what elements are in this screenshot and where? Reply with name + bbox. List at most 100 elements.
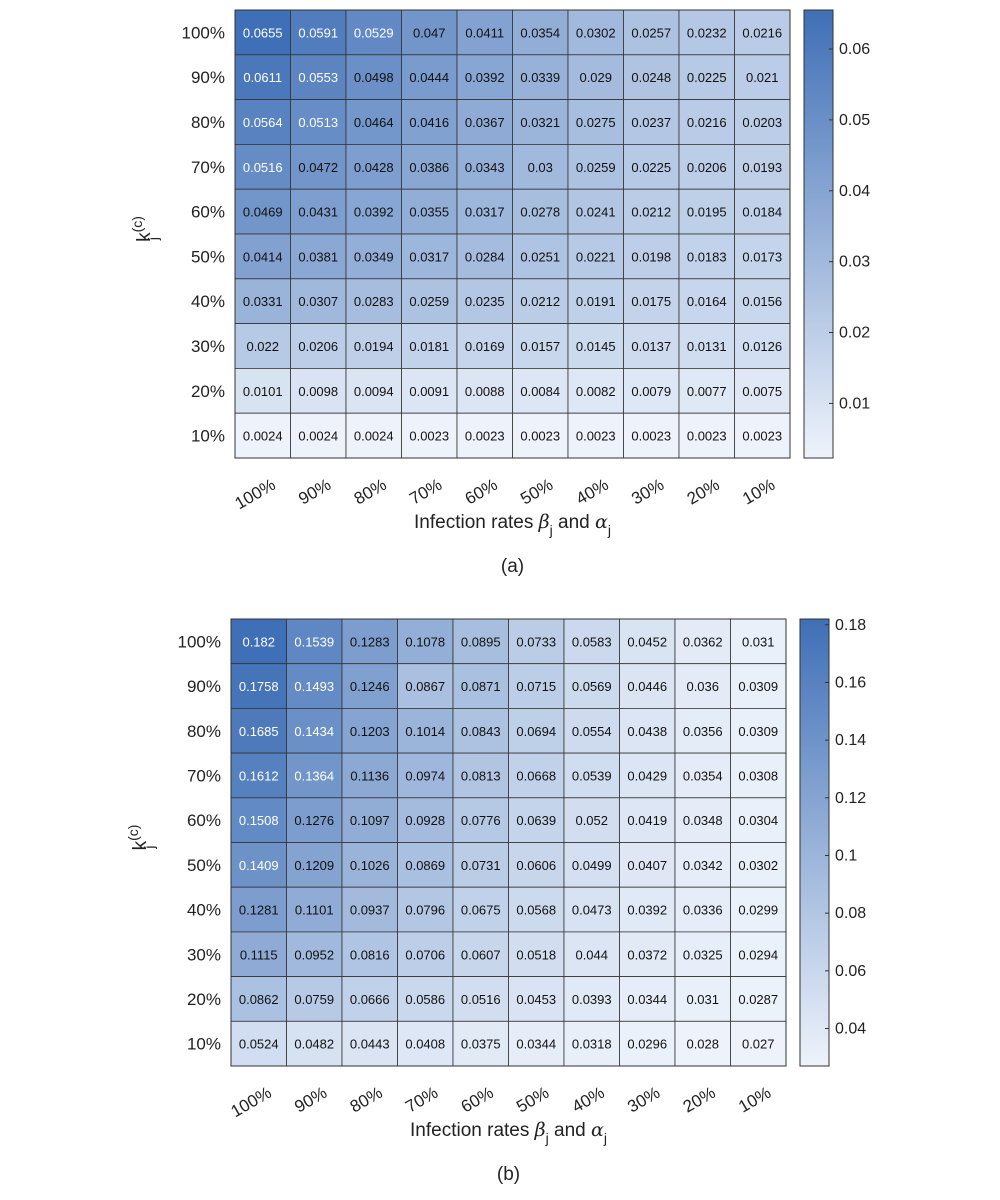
cell-value-label: 0.0553 bbox=[298, 70, 338, 85]
colorbar-tick-label: 0.1 bbox=[835, 847, 857, 864]
cell-value-label: 0.1097 bbox=[350, 813, 390, 828]
heatmap-cell bbox=[623, 9, 680, 56]
heatmap-cell bbox=[401, 278, 458, 324]
heatmap-cell bbox=[619, 797, 676, 843]
cell-value-label: 0.0284 bbox=[465, 249, 505, 264]
panel-label: (b) bbox=[497, 1164, 520, 1185]
x-tick-label: 70% bbox=[406, 475, 445, 508]
heatmap-cell bbox=[397, 708, 454, 754]
cell-value-label: 0.0694 bbox=[516, 724, 556, 739]
cell-value-label: 0.0339 bbox=[520, 70, 560, 85]
heatmap-cell bbox=[674, 976, 731, 1022]
cell-value-label: 0.0392 bbox=[354, 205, 394, 220]
cell-value-label: 0.0776 bbox=[461, 813, 501, 828]
x-tick-label: 60% bbox=[458, 1083, 497, 1116]
heatmap-cell bbox=[563, 976, 620, 1022]
y-tick-label: 70% bbox=[191, 158, 225, 177]
cell-value-label: 0.0194 bbox=[354, 339, 394, 354]
heatmap-cell bbox=[234, 9, 291, 56]
heatmap-cell bbox=[508, 618, 565, 665]
cell-value-label: 0.0251 bbox=[520, 249, 560, 264]
cell-value-label: 0.0431 bbox=[298, 205, 338, 220]
cell-value-label: 0.0796 bbox=[405, 903, 445, 918]
cell-value-label: 0.1136 bbox=[350, 768, 389, 783]
colorbar-tick-label: 0.02 bbox=[839, 325, 870, 342]
cell-value-label: 0.1612 bbox=[239, 768, 279, 783]
cell-value-label: 0.0294 bbox=[738, 947, 778, 962]
heatmap-cell bbox=[678, 143, 735, 190]
cell-value-label: 0.052 bbox=[575, 813, 608, 828]
cell-value-label: 0.0606 bbox=[516, 858, 556, 873]
x-tick-label: 20% bbox=[680, 1083, 719, 1116]
cell-value-label: 0.0203 bbox=[742, 115, 782, 130]
cell-value-label: 0.0731 bbox=[461, 858, 501, 873]
heatmap-cell bbox=[341, 663, 398, 709]
cell-value-label: 0.0675 bbox=[461, 903, 501, 918]
y-tick-label: 40% bbox=[187, 901, 221, 920]
colorbar-tick-label: 0.06 bbox=[835, 963, 866, 980]
cell-value-label: 0.182 bbox=[242, 634, 275, 649]
cell-value-label: 0.1281 bbox=[239, 903, 279, 918]
cell-value-label: 0.0336 bbox=[683, 903, 723, 918]
heatmap-cell bbox=[674, 663, 731, 709]
cell-value-label: 0.0259 bbox=[576, 160, 616, 175]
heatmap-cell bbox=[401, 233, 458, 280]
y-tick-label: 90% bbox=[191, 68, 225, 87]
cell-value-label: 0.0392 bbox=[627, 903, 667, 918]
heatmap-cell bbox=[674, 797, 731, 843]
heatmap-cell bbox=[286, 931, 343, 978]
cell-value-label: 0.0079 bbox=[631, 384, 671, 399]
heatmap-cell bbox=[452, 797, 509, 843]
x-tick-label: 100% bbox=[232, 475, 279, 513]
cell-value-label: 0.0299 bbox=[738, 903, 778, 918]
y-tick-label: 100% bbox=[178, 632, 221, 651]
heatmap-cell bbox=[678, 54, 735, 100]
cell-value-label: 0.0367 bbox=[465, 115, 505, 130]
cell-value-label: 0.0452 bbox=[627, 634, 667, 649]
cell-value-label: 0.0198 bbox=[631, 249, 671, 264]
cell-value-label: 0.1685 bbox=[239, 724, 279, 739]
cell-value-label: 0.0195 bbox=[687, 205, 727, 220]
x-axis-title: Infection rates βj and αj bbox=[410, 1119, 607, 1146]
heatmap-cell bbox=[619, 1020, 676, 1067]
cell-value-label: 0.0287 bbox=[738, 992, 778, 1007]
y-tick-label: 70% bbox=[187, 766, 221, 785]
cell-value-label: 0.0257 bbox=[631, 25, 671, 40]
x-tick-label: 80% bbox=[347, 1083, 386, 1116]
cell-value-label: 0.1209 bbox=[294, 858, 334, 873]
cell-value-label: 0.1364 bbox=[294, 768, 334, 783]
cell-value-label: 0.1276 bbox=[294, 813, 334, 828]
cell-value-label: 0.0317 bbox=[409, 249, 449, 264]
heatmap-cell bbox=[345, 188, 402, 235]
cell-value-label: 0.0393 bbox=[572, 992, 612, 1007]
heatmap-cell bbox=[508, 752, 565, 799]
cell-value-label: 0.0974 bbox=[405, 768, 445, 783]
heatmap-cell bbox=[563, 708, 620, 754]
heatmap-cell bbox=[674, 842, 731, 888]
cell-value-label: 0.0554 bbox=[572, 724, 612, 739]
cell-value-label: 0.0304 bbox=[738, 813, 778, 828]
cell-value-label: 0.0309 bbox=[738, 679, 778, 694]
y-tick-label: 100% bbox=[182, 23, 225, 42]
cell-value-label: 0.0235 bbox=[465, 294, 505, 309]
colorbar-tick-label: 0.05 bbox=[839, 112, 870, 129]
y-tick-label: 20% bbox=[187, 990, 221, 1009]
cell-value-label: 0.0428 bbox=[354, 160, 394, 175]
heatmap-cell bbox=[452, 708, 509, 754]
cell-value-label: 0.0232 bbox=[687, 25, 727, 40]
heatmap-cell bbox=[345, 367, 402, 414]
cell-value-label: 0.0348 bbox=[683, 813, 723, 828]
heatmap-cell bbox=[290, 99, 347, 145]
heatmap-cell bbox=[401, 412, 458, 459]
cell-value-label: 0.0354 bbox=[520, 25, 560, 40]
y-tick-label: 10% bbox=[187, 1035, 221, 1054]
cell-value-label: 0.0023 bbox=[520, 429, 560, 444]
cell-value-label: 0.0024 bbox=[298, 429, 338, 444]
heatmap-cell bbox=[567, 412, 624, 459]
heatmap-cell bbox=[730, 797, 787, 843]
cell-value-label: 0.0862 bbox=[239, 992, 279, 1007]
cell-value-label: 0.0169 bbox=[465, 339, 505, 354]
cell-value-label: 0.0216 bbox=[687, 115, 727, 130]
cell-value-label: 0.0183 bbox=[687, 249, 727, 264]
